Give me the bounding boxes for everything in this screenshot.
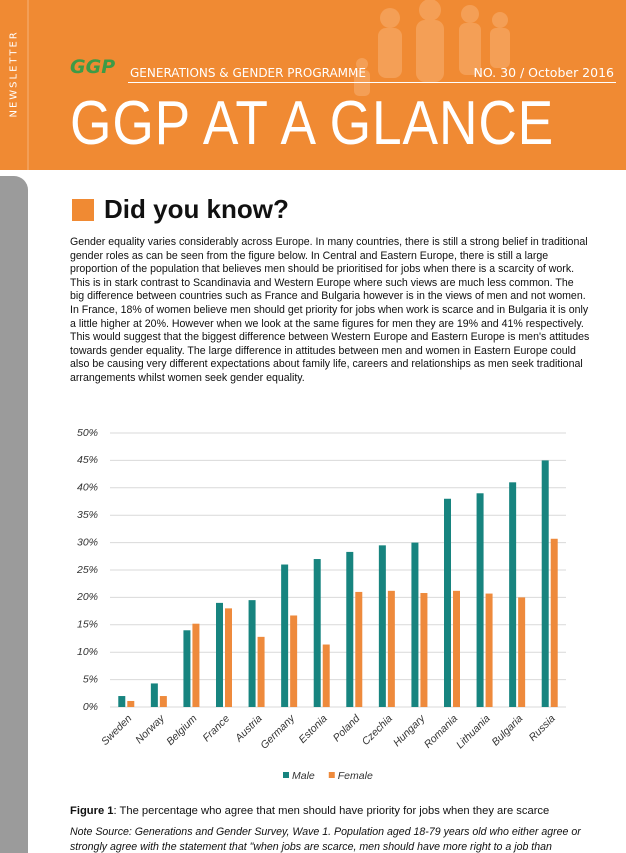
y-tick-label: 45% [77,454,98,466]
bar [420,593,428,707]
side-strip [0,176,28,853]
programme: GENERATIONS & GENDER PROGRAMME [130,66,366,80]
caption-label: Figure 1 [70,805,114,817]
bar [322,644,330,707]
y-tick-label: 10% [77,646,98,658]
side-label: NEWSLETTER [8,30,20,118]
bar [216,602,223,707]
y-tick-label: 0% [83,701,98,713]
bar [485,593,493,707]
bar [444,498,451,707]
title: GGP AT A GLANCE [70,89,555,158]
bar [355,591,363,707]
y-tick-label: 15% [77,619,98,631]
x-tick-label: Bulgaria [489,712,525,748]
x-tick-label: Germany [258,712,298,752]
bar [281,564,289,707]
bar [541,460,549,707]
bar [192,623,200,707]
bar [313,559,321,707]
legend-swatch [328,772,335,778]
body-text: Gender equality varies considerably acro… [70,236,590,384]
x-tick-label: Sweden [99,712,134,747]
y-tick-label: 50% [77,427,98,439]
silhouettes [27,0,510,170]
legend-label: Male [292,770,315,782]
x-tick-label: Austria [232,712,264,744]
y-tick-label: 35% [77,509,98,521]
chart: 0% 5% 10% 15% 20% 25% 30% 35% 40% 45% 50% SwedenNor… [76,427,566,782]
note: Note Source: Generations and Gender Surv… [70,826,581,853]
bar [118,696,126,707]
bar [257,636,265,707]
y-tick-label: 30% [77,536,98,548]
x-tick-label: Norway [133,712,167,746]
x-tick-label: Russia [527,712,558,743]
bar [127,700,135,707]
x-tick-label: Estonia [297,712,330,745]
x-tick-label: Lithuania [454,712,493,751]
bar [378,545,386,707]
bar [476,493,484,707]
bar [159,696,167,707]
bar [150,683,158,707]
bar [248,600,256,707]
caption: Figure 1: The percentage who agree that … [70,805,549,817]
bar [509,482,517,707]
y-tick-label: 25% [76,564,98,576]
bar [453,590,460,707]
header-rule [128,82,616,83]
bar [346,551,354,707]
bar [290,615,298,707]
heading: Did you know? [104,194,289,224]
x-tick-label: France [200,712,232,744]
legend-swatch [283,772,289,778]
y-tick-label: 20% [76,591,98,603]
caption-text: : The percentage who agree that men shou… [113,805,550,817]
issue: NO. 30 / October 2016 [473,65,614,80]
bar [225,608,232,707]
x-tick-label: Czechia [360,712,395,747]
bar [183,630,191,707]
bar [518,597,526,707]
legend-label: Female [338,770,373,782]
header-band [0,0,626,170]
heading-square [72,199,94,221]
x-tick-label: Romania [422,712,460,750]
bar [411,542,419,707]
logo: GGP [70,56,116,78]
bar [387,590,395,707]
y-tick-label: 40% [77,482,98,494]
bar [550,538,558,707]
y-tick-label: 5% [83,673,98,685]
x-tick-label: Belgium [164,712,199,747]
